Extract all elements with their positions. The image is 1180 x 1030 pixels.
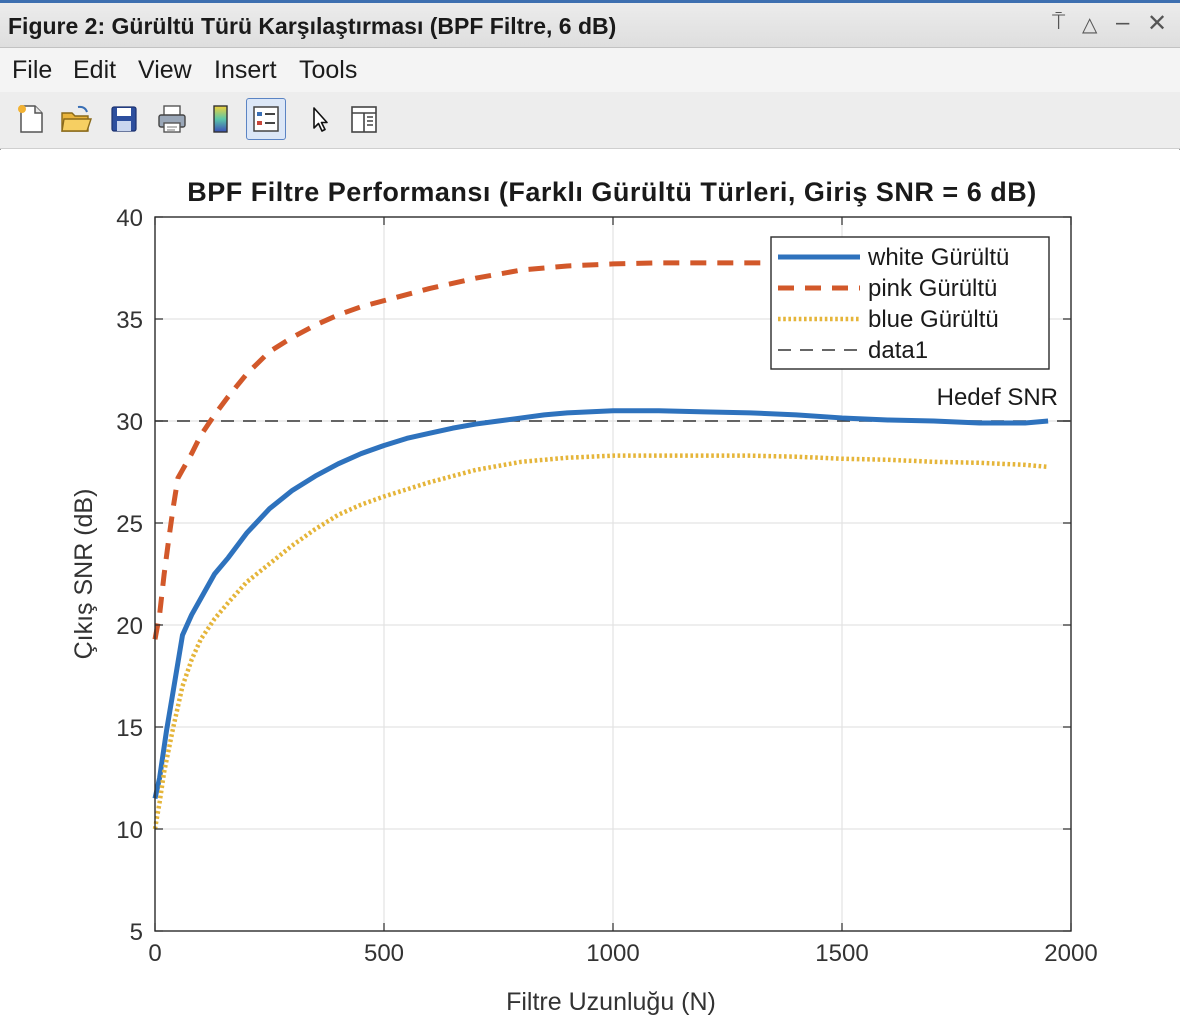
pin-icon[interactable]: ⍑ [1052, 9, 1066, 34]
series-line-1 [152, 260, 797, 640]
print-icon [158, 105, 186, 133]
x-tick-label: 1000 [586, 940, 639, 967]
window-titlebar[interactable]: Figure 2: Gürültü Türü Karşılaştırması (… [0, 3, 1180, 48]
window-title: Figure 2: Gürültü Türü Karşılaştırması (… [8, 13, 617, 39]
colorbar-button[interactable] [200, 98, 240, 140]
menu-view[interactable]: View [138, 56, 192, 84]
legend-icon [253, 106, 279, 132]
open-file-icon [61, 105, 92, 132]
legend-label-1: pink Gürültü [868, 275, 997, 302]
colorbar-icon [213, 105, 228, 133]
pointer-icon [313, 107, 328, 132]
legend-button[interactable] [246, 98, 286, 140]
axis-ticks: 0 500 1000 1500 2000 5 10 15 20 25 30 35 40 [116, 205, 1097, 967]
menu-insert[interactable]: Insert [214, 56, 277, 84]
y-tick-label: 10 [116, 817, 143, 844]
x-tick-label: 0 [148, 940, 161, 967]
toolbar [0, 92, 1180, 149]
window-accent-bar [0, 0, 1180, 3]
pointer-button[interactable] [298, 98, 338, 140]
legend-label-3: data1 [868, 337, 928, 364]
x-tick-label: 2000 [1044, 940, 1097, 967]
minimize-icon[interactable]: – [1116, 9, 1130, 36]
save-button[interactable] [104, 98, 144, 140]
y-tick-label: 15 [116, 715, 143, 742]
property-editor-button[interactable] [344, 98, 384, 140]
property-editor-icon [351, 106, 377, 133]
menubar: File Edit View Insert Tools [0, 48, 1180, 92]
series-line-2 [152, 453, 1049, 830]
menu-tools[interactable]: Tools [299, 56, 358, 84]
y-tick-label: 25 [116, 511, 143, 538]
x-tick-label: 500 [364, 940, 404, 967]
chart-title: BPF Filtre Performansı (Farklı Gürültü T… [187, 177, 1036, 207]
new-figure-icon [18, 105, 43, 133]
print-button[interactable] [152, 98, 192, 140]
y-tick-label: 35 [116, 307, 143, 334]
menu-edit[interactable]: Edit [73, 56, 117, 84]
close-icon[interactable]: ✕ [1147, 10, 1168, 37]
x-axis-label: Filtre Uzunluğu (N) [506, 988, 716, 1016]
chart-area: BPF Filtre Performansı (Farklı Gürültü T… [0, 150, 1180, 1030]
series-layer [152, 260, 1049, 830]
y-tick-label: 30 [116, 409, 143, 436]
legend-label-2: blue Gürültü [868, 306, 999, 333]
legend[interactable]: white Gürültü pink Gürültü blue Gürültü dat… [770, 236, 1050, 370]
new-figure-button[interactable] [10, 98, 50, 140]
y-tick-label: 40 [116, 205, 143, 232]
y-axis-label: Çıkış SNR (dB) [70, 489, 98, 660]
series-line-0 [152, 408, 1049, 799]
y-tick-label: 20 [116, 613, 143, 640]
save-icon [111, 106, 137, 132]
y-tick-label: 5 [130, 919, 143, 946]
open-file-button[interactable] [56, 98, 96, 140]
x-tick-label: 1500 [815, 940, 868, 967]
legend-label-0: white Gürültü [867, 244, 1009, 271]
menu-file[interactable]: File [12, 56, 53, 84]
annotation-hedef-snr: Hedef SNR [937, 384, 1058, 411]
restore-icon[interactable]: △ [1082, 14, 1098, 36]
